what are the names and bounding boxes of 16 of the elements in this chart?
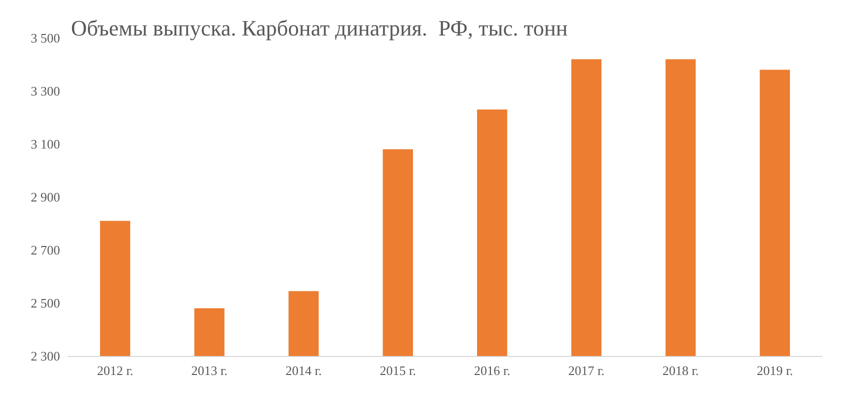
y-tick-label: 2 500 <box>30 296 60 310</box>
y-tick-label: 2 900 <box>30 190 60 204</box>
x-tick-label: 2017 г. <box>568 363 605 378</box>
x-tick-label: 2014 г. <box>285 363 322 378</box>
y-tick-label: 3 100 <box>30 136 60 152</box>
x-tick-label: 2019 г. <box>756 363 794 378</box>
x-tick-label: 2013 г. <box>191 363 228 378</box>
y-tick-label: 3 300 <box>30 84 60 98</box>
x-tick-label: 2018 г. <box>662 363 699 378</box>
chart-title: Объемы выпуска. Карбонат динатрия. РФ, тыс. тонн <box>71 16 568 40</box>
x-tick-label: 2015 г. <box>380 363 416 378</box>
y-tick-label: 2 300 <box>30 348 60 364</box>
y-tick-label: 2 700 <box>30 242 60 258</box>
x-tick-label: 2012 г. <box>96 363 134 378</box>
x-tick-label: 2016 г. <box>474 363 510 378</box>
y-tick-label: 3 500 <box>30 30 60 46</box>
